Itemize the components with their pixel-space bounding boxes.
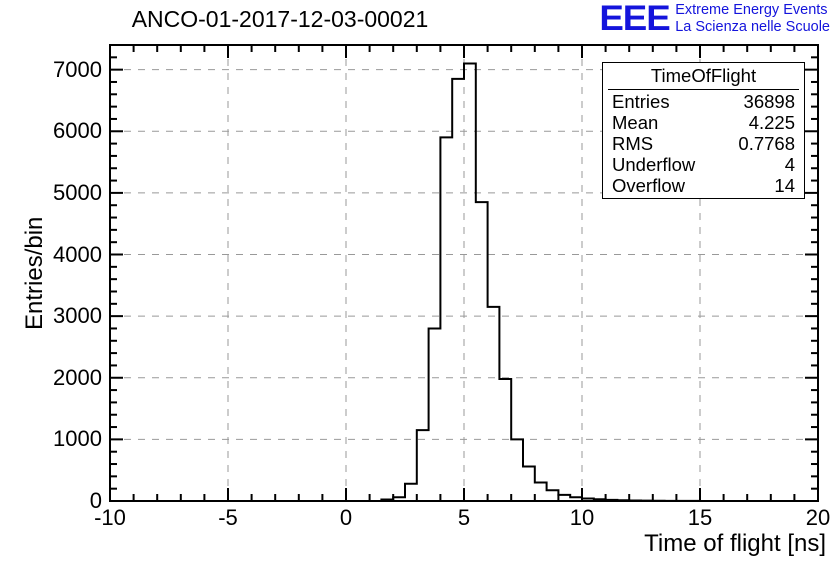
stats-row-key: RMS (612, 133, 654, 154)
y-axis-title: Entries/bin (21, 216, 48, 330)
x-tick-label: -10 (94, 505, 126, 530)
eee-logo-mark: EEE (599, 0, 670, 38)
y-tick-label: 4000 (53, 241, 102, 267)
y-tick-label: 7000 (53, 56, 102, 82)
x-tick-label: 0 (339, 505, 353, 530)
histogram-outline (110, 62, 819, 502)
stats-row: Underflow 4 (603, 154, 804, 175)
stats-row-value: 0.7768 (738, 133, 795, 154)
stats-row-value: 36898 (743, 91, 795, 112)
y-tick-label: 0 (89, 488, 102, 513)
x-tick-label: 20 (805, 505, 831, 530)
stats-row-key: Overflow (612, 175, 685, 196)
y-tick-label: 1000 (53, 426, 102, 452)
page-title: ANCO-01-2017-12-03-00021 (131, 6, 429, 32)
stats-box-rows: Entries 36898 Mean 4.225 RMS 0.7768 Underflow 4… (603, 91, 804, 196)
stats-row: RMS 0.7768 (603, 133, 804, 154)
stats-row-key: Mean (612, 112, 659, 133)
stats-row: Entries 36898 (603, 91, 804, 112)
stats-row-value: 4.225 (748, 112, 795, 133)
stats-row-value: 14 (774, 175, 795, 196)
y-tick-label: 6000 (53, 118, 102, 144)
stats-row: Overflow 14 (603, 175, 804, 196)
axis-ticks (109, 44, 819, 502)
stats-row-value: 4 (784, 154, 795, 175)
eee-logo: EEE Extreme Energy Events La Scienza nel… (599, 0, 830, 38)
x-tick-label: 15 (687, 505, 713, 530)
x-tick-label: -5 (218, 505, 238, 530)
y-tick-label: 5000 (53, 179, 102, 205)
eee-logo-text: Extreme Energy Events La Scienza nelle S… (675, 2, 830, 36)
eee-logo-line1: Extreme Energy Events (675, 2, 828, 18)
stats-row: Mean 4.225 (603, 112, 804, 133)
x-tick-label: 10 (569, 505, 595, 530)
y-tick-label: 2000 (53, 364, 102, 390)
eee-logo-line2: La Scienza nelle Scuole (675, 19, 830, 35)
y-tick-label: 3000 (53, 303, 102, 329)
stats-box[interactable]: TimeOfFlight Entries 36898 Mean 4.225 RMS 0.7… (602, 62, 805, 199)
x-axis-title: Time of flight [ns] (644, 530, 826, 557)
x-tick-label: 5 (457, 505, 471, 530)
stats-row-key: Underflow (612, 154, 696, 175)
stats-box-title: TimeOfFlight (608, 64, 799, 90)
stats-row-key: Entries (612, 91, 670, 112)
